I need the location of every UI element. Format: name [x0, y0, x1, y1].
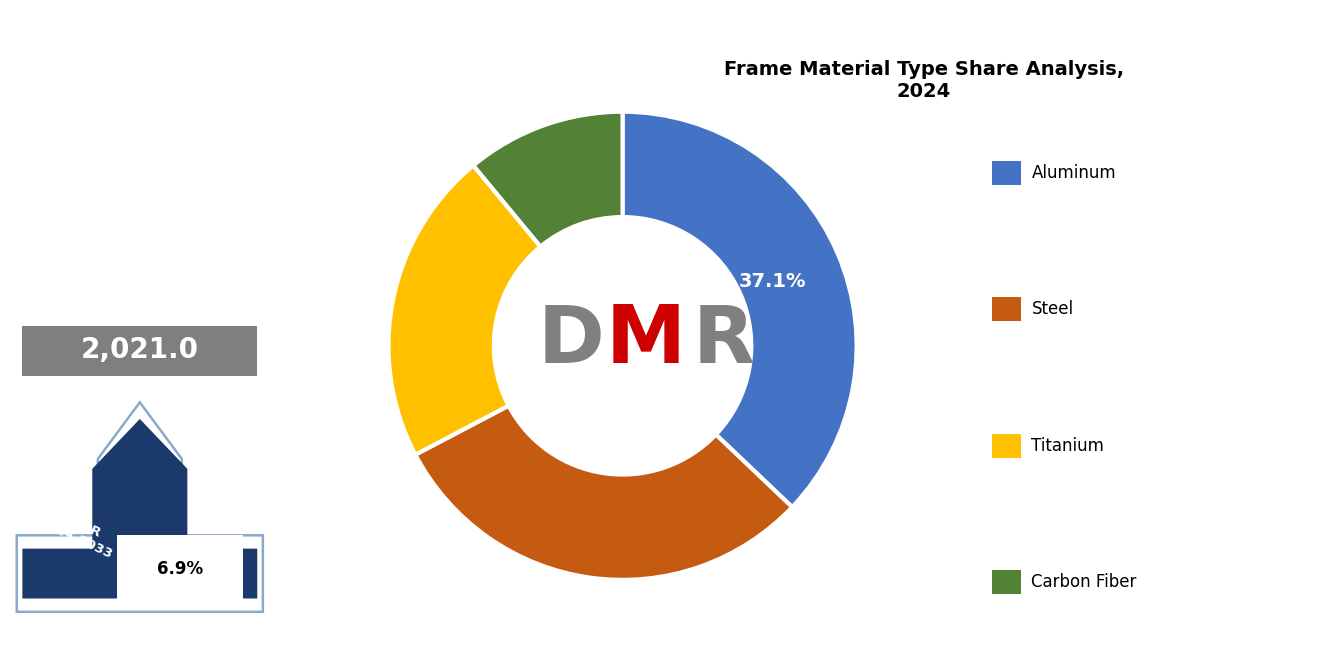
Text: CAGR
2024-2033: CAGR 2024-2033	[37, 503, 120, 561]
Text: 37.1%: 37.1%	[739, 272, 806, 291]
Text: Carbon Fiber: Carbon Fiber	[1031, 573, 1137, 591]
Text: 2,021.0: 2,021.0	[80, 336, 199, 364]
Text: M: M	[605, 302, 686, 380]
Wedge shape	[623, 112, 856, 507]
FancyBboxPatch shape	[22, 326, 257, 376]
Polygon shape	[22, 419, 257, 598]
Text: Aluminum: Aluminum	[1031, 164, 1116, 182]
Text: D: D	[538, 302, 604, 380]
Text: Steel: Steel	[1031, 300, 1074, 319]
Text: Global Bariatric
Manual Wheelchair
Market Size
(USD Million), 2024: Global Bariatric Manual Wheelchair Marke…	[61, 242, 219, 323]
Circle shape	[493, 217, 752, 475]
Wedge shape	[389, 166, 541, 455]
Text: R: R	[692, 302, 754, 380]
Text: Titanium: Titanium	[1031, 436, 1104, 455]
Text: 6.9%: 6.9%	[157, 559, 203, 578]
Wedge shape	[474, 112, 623, 247]
Text: Dimension
Market
Research: Dimension Market Research	[57, 53, 223, 160]
Text: Frame Material Type Share Analysis,
2024: Frame Material Type Share Analysis, 2024	[724, 60, 1124, 101]
Wedge shape	[415, 406, 793, 580]
FancyBboxPatch shape	[117, 535, 243, 602]
